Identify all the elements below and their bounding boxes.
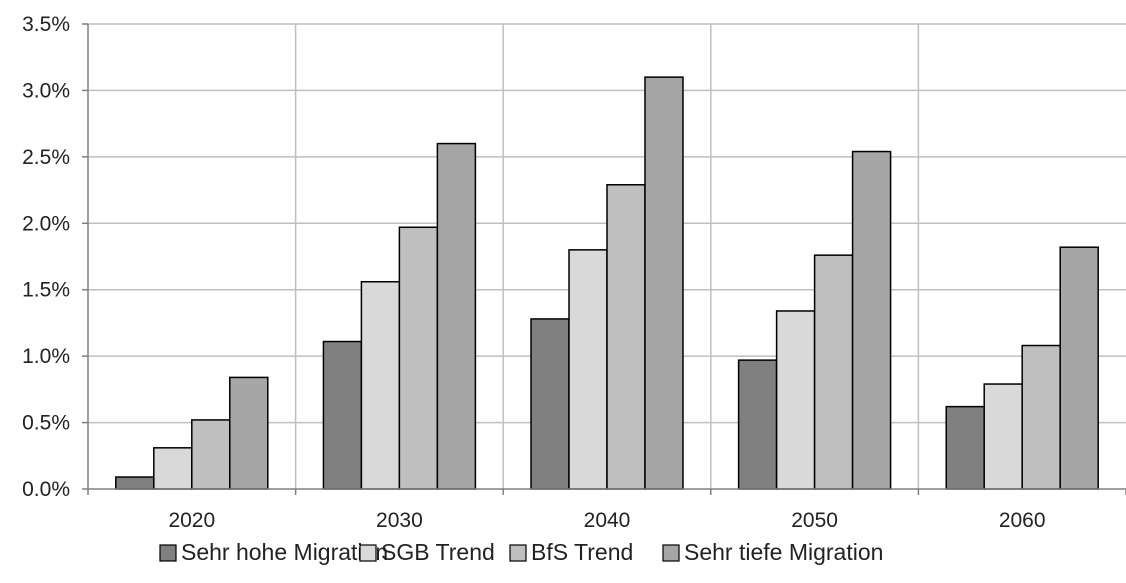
bar-sgb-trend-2060 — [983, 383, 1023, 490]
x-tick-label: 2040 — [584, 509, 631, 532]
bar-bfs-trend-2050 — [813, 254, 854, 490]
y-tick-label: 2.0% — [22, 212, 70, 235]
bar-sgb-trend-2040 — [568, 249, 608, 490]
bar-sgb-trend-2050 — [775, 310, 816, 490]
x-tick-label: 2050 — [791, 509, 838, 532]
axes: 0.0% 0.5% 1.0% 1.5% 2.0% 2.5% 3.0% 3.5% 2020 2030… — [22, 13, 1126, 532]
x-tick-label: 2030 — [376, 509, 423, 532]
y-tick-label: 3.0% — [22, 79, 70, 102]
legend-label: BfS Trend — [531, 539, 633, 565]
legend-swatch — [662, 544, 680, 562]
bar-bfs-trend-2020 — [191, 419, 231, 490]
y-tick-label: 0.0% — [22, 478, 70, 501]
legend-swatch — [509, 544, 527, 562]
bar-sehr-hohe-migration-2040 — [530, 318, 570, 490]
y-tick-label: 3.5% — [22, 13, 70, 36]
legend-swatch — [359, 544, 377, 562]
bar-sgb-trend-2030 — [360, 280, 401, 490]
bar-sehr-hohe-migration-2060 — [945, 405, 985, 490]
bar-bfs-trend-2040 — [606, 184, 646, 490]
y-tick-label: 1.5% — [22, 279, 70, 302]
bar-sehr-tiefe-migration-2060 — [1059, 246, 1099, 490]
y-tick-label: 1.0% — [22, 345, 70, 368]
bar-sehr-tiefe-migration-2020 — [229, 376, 269, 490]
bar-sehr-hohe-migration-2020 — [115, 476, 155, 490]
bar-sehr-tiefe-migration-2030 — [436, 142, 477, 490]
x-tick-label: 2060 — [999, 509, 1046, 532]
x-tick-label: 2020 — [168, 509, 215, 532]
bar-bfs-trend-2030 — [398, 226, 439, 490]
bar-sgb-trend-2020 — [153, 447, 193, 490]
bar-sehr-hohe-migration-2030 — [322, 340, 363, 490]
bars — [115, 76, 1099, 490]
legend-label: Sehr tiefe Migration — [684, 539, 883, 565]
gridlines — [88, 23, 1126, 489]
bar-sehr-tiefe-migration-2050 — [851, 150, 892, 490]
bar-sehr-hohe-migration-2050 — [737, 359, 778, 490]
bar-sehr-tiefe-migration-2040 — [644, 76, 684, 490]
bar-bfs-trend-2060 — [1021, 344, 1061, 490]
legend-swatch — [159, 544, 177, 562]
y-tick-label: 2.5% — [22, 146, 70, 169]
legend-label: Sehr hohe Migration — [181, 539, 388, 565]
legend-label: SGB Trend — [381, 539, 495, 565]
y-tick-label: 0.5% — [22, 412, 70, 435]
